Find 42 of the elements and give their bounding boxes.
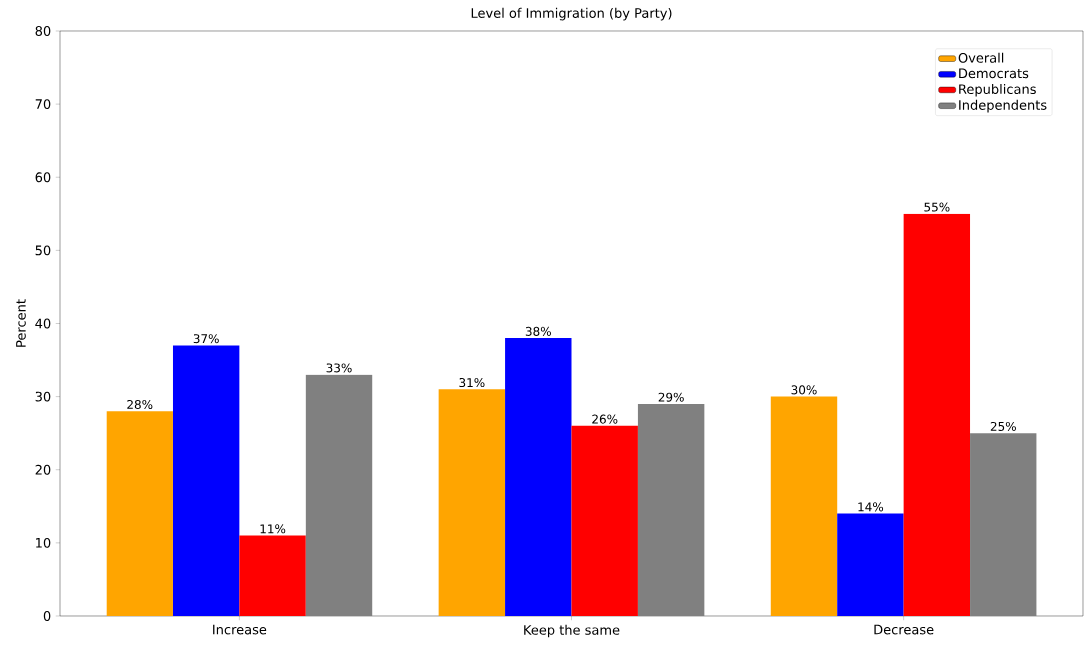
x-tick-label: Decrease xyxy=(874,624,934,635)
y-tick-label: 50 xyxy=(35,245,51,256)
data-label: 38% xyxy=(525,326,551,336)
y-tick-label: 80 xyxy=(35,26,51,36)
bar xyxy=(637,403,705,616)
bar xyxy=(970,433,1037,616)
data-label: 11% xyxy=(260,524,286,534)
data-label: 25% xyxy=(990,421,1016,431)
data-label: 26% xyxy=(592,414,618,424)
legend-label: Republicans xyxy=(959,83,1036,97)
bar xyxy=(172,345,240,616)
y-tick-label: 0 xyxy=(43,611,51,621)
y-axis-title: Percent xyxy=(16,299,26,347)
bar xyxy=(837,513,904,616)
y-tick-label: 70 xyxy=(35,99,51,110)
bar xyxy=(903,213,971,616)
data-label: 37% xyxy=(193,334,219,344)
legend-label: Overall xyxy=(958,52,1004,63)
bar xyxy=(571,425,638,616)
legend-label: Independents xyxy=(959,99,1047,113)
data-label: 29% xyxy=(658,392,684,402)
y-tick-label: 40 xyxy=(35,318,51,329)
bar xyxy=(438,389,506,616)
x-tick-label: Keep the same xyxy=(524,624,620,638)
y-tick-label: 30 xyxy=(35,391,51,402)
legend-label: Democrats xyxy=(959,68,1029,79)
data-label: 33% xyxy=(326,363,352,373)
y-tick-label: 20 xyxy=(35,464,51,475)
bar xyxy=(770,396,838,616)
bar xyxy=(305,374,373,616)
data-label: 30% xyxy=(791,385,817,395)
data-label: 55% xyxy=(924,202,950,212)
chart-title: Level of Immigration (by Party) xyxy=(471,7,672,21)
data-label: 31% xyxy=(459,378,485,388)
data-label: 14% xyxy=(858,502,884,512)
bar xyxy=(239,535,306,616)
bar xyxy=(505,338,572,616)
bar xyxy=(106,411,173,616)
y-tick-label: 10 xyxy=(36,537,51,548)
x-tick-label: Increase xyxy=(213,624,267,635)
data-label: 28% xyxy=(127,399,153,410)
y-tick-label: 60 xyxy=(35,172,51,183)
